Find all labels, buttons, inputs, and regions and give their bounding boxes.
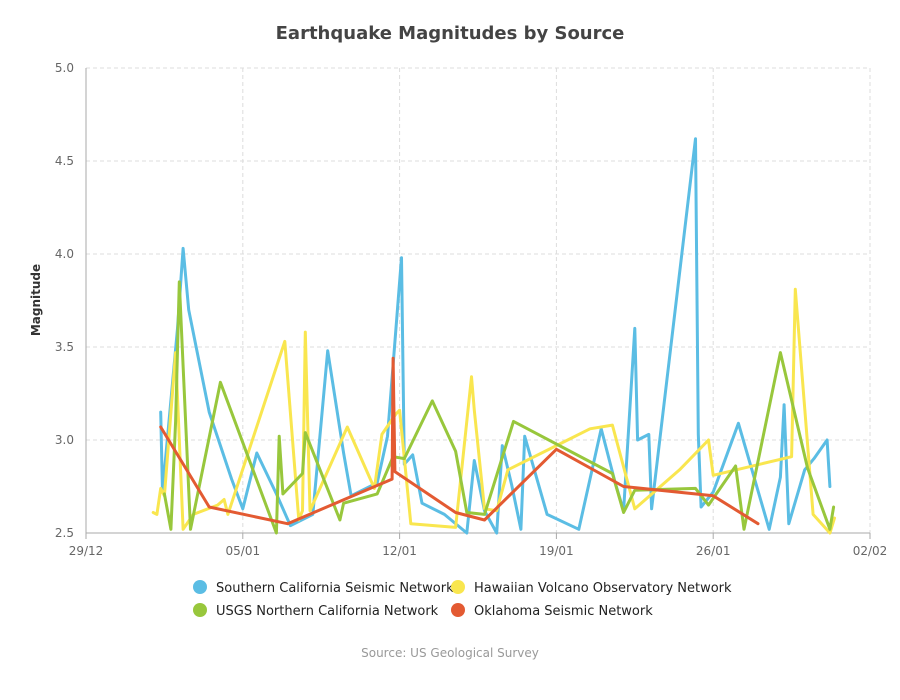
x-tick-label: 12/01 <box>382 544 417 558</box>
y-tick-label: 4.5 <box>55 154 74 168</box>
source-note: Source: US Geological Survey <box>361 646 539 660</box>
series-line-2 <box>162 280 836 535</box>
x-tick-label: 05/01 <box>226 544 261 558</box>
series-line-0 <box>159 137 832 535</box>
legend-label[interactable]: Oklahoma Seismic Network <box>474 604 653 619</box>
y-tick-label: 3.5 <box>55 340 74 354</box>
chart-title: Earthquake Magnitudes by Source <box>276 23 625 44</box>
y-tick-label: 5.0 <box>55 61 74 75</box>
legend-marker <box>451 603 465 617</box>
axes: 2.5 3.0 3.5 4.0 4.5 5.0 29/12 05/01 12/01 19/01 26… <box>55 61 887 558</box>
legend-marker <box>451 580 465 594</box>
y-axis-title: Magnitude <box>29 264 43 336</box>
series-line-3 <box>159 356 760 526</box>
series-line-1 <box>151 287 836 535</box>
legend-label[interactable]: USGS Northern California Network <box>216 604 439 619</box>
series-lines <box>151 137 836 535</box>
x-tick-label: 19/01 <box>539 544 574 558</box>
legend: Southern California Seismic Network Hawai… <box>193 580 732 619</box>
y-tick-label: 3.0 <box>55 433 74 447</box>
x-tick-label: 02/02 <box>853 544 888 558</box>
legend-marker <box>193 603 207 617</box>
legend-label[interactable]: Southern California Seismic Network <box>216 581 454 596</box>
x-tick-label: 26/01 <box>696 544 731 558</box>
y-tick-label: 4.0 <box>55 247 74 261</box>
legend-marker <box>193 580 207 594</box>
legend-label[interactable]: Hawaiian Volcano Observatory Network <box>474 581 732 596</box>
x-tick-label: 29/12 <box>69 544 104 558</box>
y-tick-label: 2.5 <box>55 526 74 540</box>
